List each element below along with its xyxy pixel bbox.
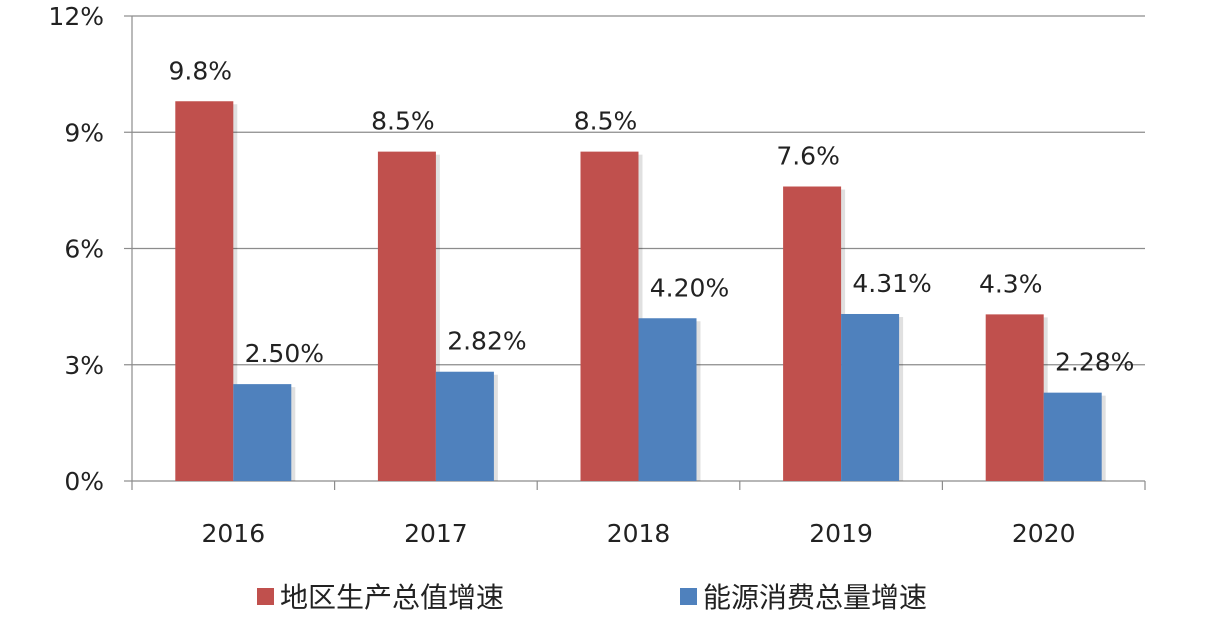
bar-0-2017 (377, 151, 436, 481)
data-label: 2.28% (1055, 348, 1134, 377)
x-tick-label: 2019 (809, 519, 873, 548)
x-tick-label: 2018 (607, 519, 671, 548)
legend-swatch (680, 588, 697, 605)
legend-label: 能源消费总量增速 (703, 581, 927, 614)
data-label: 9.8% (169, 56, 233, 85)
data-labels: 9.8% 8.5% 8.5% 7.6% 4.3% 2.50% 2.82% 4.20% 4.31%… (169, 56, 1135, 376)
data-label: 2.50% (245, 339, 324, 368)
legend-label: 地区生产总值增速 (280, 581, 504, 614)
data-label: 8.5% (574, 107, 638, 136)
bars (175, 101, 1106, 481)
data-label: 7.6% (776, 142, 840, 171)
data-label: 8.5% (371, 107, 435, 136)
bar-0-2020 (985, 314, 1044, 481)
x-tick-label: 2017 (404, 519, 468, 548)
data-label: 2.82% (447, 327, 526, 356)
axes: 0% 3% 6% 9% 12% 2016 2017 2018 2019 2020 (48, 2, 1146, 548)
bar-1-2017 (435, 371, 494, 481)
y-tick-label: 6% (64, 235, 104, 264)
bar-1-2016 (233, 384, 292, 481)
y-tick-label: 9% (64, 118, 104, 147)
bar-0-2019 (783, 186, 842, 481)
legend-swatch (257, 588, 274, 605)
bar-0-2016 (175, 101, 234, 481)
y-tick-label: 3% (64, 351, 104, 380)
x-tick-label: 2020 (1012, 519, 1076, 548)
bar-0-2018 (580, 151, 639, 481)
y-tick-label: 12% (48, 2, 104, 31)
bar-1-2018 (638, 318, 697, 481)
data-label: 4.20% (650, 273, 729, 302)
bar-1-2019 (841, 313, 900, 481)
bar-1-2020 (1043, 392, 1102, 481)
data-label: 4.31% (852, 269, 931, 298)
legend: 地区生产总值增速 能源消费总量增速 (257, 581, 927, 614)
data-label: 4.3% (979, 269, 1043, 298)
x-tick-label: 2016 (201, 519, 265, 548)
y-tick-label: 0% (64, 467, 104, 496)
